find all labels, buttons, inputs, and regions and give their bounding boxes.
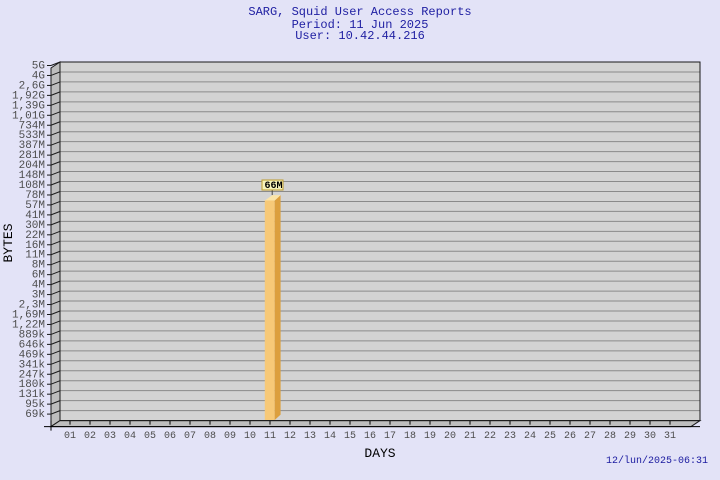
svg-text:31: 31: [664, 431, 676, 442]
svg-text:22: 22: [484, 431, 496, 442]
svg-text:26: 26: [564, 431, 576, 442]
svg-text:19: 19: [424, 431, 436, 442]
svg-text:24: 24: [524, 431, 536, 442]
svg-text:12/lun/2025-06:31: 12/lun/2025-06:31: [606, 455, 708, 467]
svg-text:27: 27: [584, 431, 596, 442]
svg-text:02: 02: [84, 431, 96, 442]
svg-text:69k: 69k: [25, 409, 45, 421]
svg-text:20: 20: [444, 431, 456, 442]
svg-text:DAYS: DAYS: [364, 446, 395, 461]
svg-text:28: 28: [604, 431, 616, 442]
svg-text:03: 03: [104, 431, 116, 442]
svg-text:29: 29: [624, 431, 636, 442]
svg-text:23: 23: [504, 431, 516, 442]
svg-text:07: 07: [184, 431, 196, 442]
svg-text:30: 30: [644, 431, 656, 442]
svg-text:25: 25: [544, 431, 556, 442]
svg-text:04: 04: [124, 431, 136, 442]
svg-text:12: 12: [284, 431, 296, 442]
svg-text:15: 15: [344, 431, 356, 442]
svg-text:13: 13: [304, 431, 316, 442]
svg-text:05: 05: [144, 431, 156, 442]
svg-text:21: 21: [464, 431, 476, 442]
svg-text:01: 01: [64, 431, 76, 442]
svg-text:18: 18: [404, 431, 416, 442]
svg-text:14: 14: [324, 431, 336, 442]
svg-text:BYTES: BYTES: [1, 223, 16, 262]
svg-text:08: 08: [204, 431, 216, 442]
svg-text:66M: 66M: [265, 181, 283, 192]
svg-text:16: 16: [364, 431, 376, 442]
svg-text:06: 06: [164, 431, 176, 442]
svg-text:11: 11: [264, 431, 276, 442]
svg-text:10: 10: [244, 431, 256, 442]
svg-text:17: 17: [384, 431, 396, 442]
svg-text:09: 09: [224, 431, 236, 442]
